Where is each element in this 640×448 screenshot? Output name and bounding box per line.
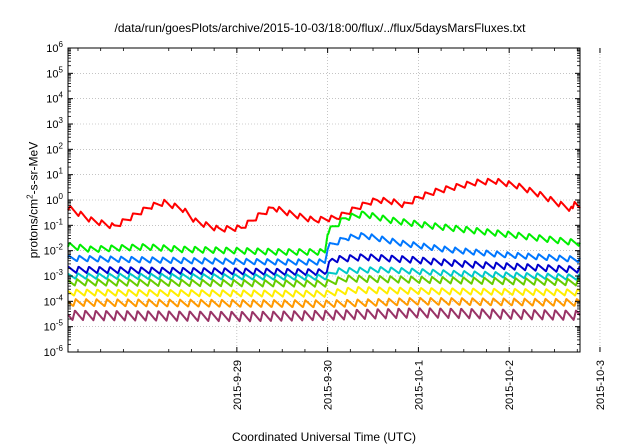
y-tick-label: 10-5: [44, 319, 64, 334]
y-tick-label: 103: [46, 116, 63, 131]
y-tick-label: 10-6: [44, 344, 64, 359]
y-tick-label: 105: [46, 65, 63, 80]
series-line: [67, 266, 581, 281]
chart-title: /data/run/goesPlots/archive/2015-10-03/1…: [114, 21, 526, 35]
y-tick-label: 10-1: [44, 217, 64, 232]
series-line: [67, 286, 581, 298]
x-axis-label: Coordinated Universal Time (UTC): [231, 430, 417, 444]
x-tick-label: 2015-9-30: [323, 360, 335, 410]
y-tick-label: 104: [46, 91, 63, 106]
y-tick-label: 10-3: [44, 268, 64, 283]
y-tick-label: 10-4: [44, 293, 64, 308]
y-tick-label: 100: [46, 192, 63, 207]
x-tick-label: 2015-9-29: [232, 360, 244, 410]
y-tick-label: 10-2: [44, 243, 64, 258]
y-tick-label: 101: [46, 167, 63, 182]
series-line: [67, 274, 581, 288]
series-layer: [67, 177, 581, 323]
series-line: [67, 307, 581, 323]
y-tick-label: 106: [46, 40, 63, 55]
x-tick-label: 2015-10-1: [413, 360, 425, 410]
series-line: [67, 253, 581, 277]
x-tick-label: 2015-10-2: [504, 360, 516, 410]
series-line: [67, 177, 581, 233]
x-tick-label: 2015-10-3: [595, 360, 607, 410]
series-line: [67, 232, 581, 266]
series-line: [67, 296, 581, 309]
series-line: [67, 210, 581, 256]
y-tick-label: 102: [46, 141, 63, 156]
